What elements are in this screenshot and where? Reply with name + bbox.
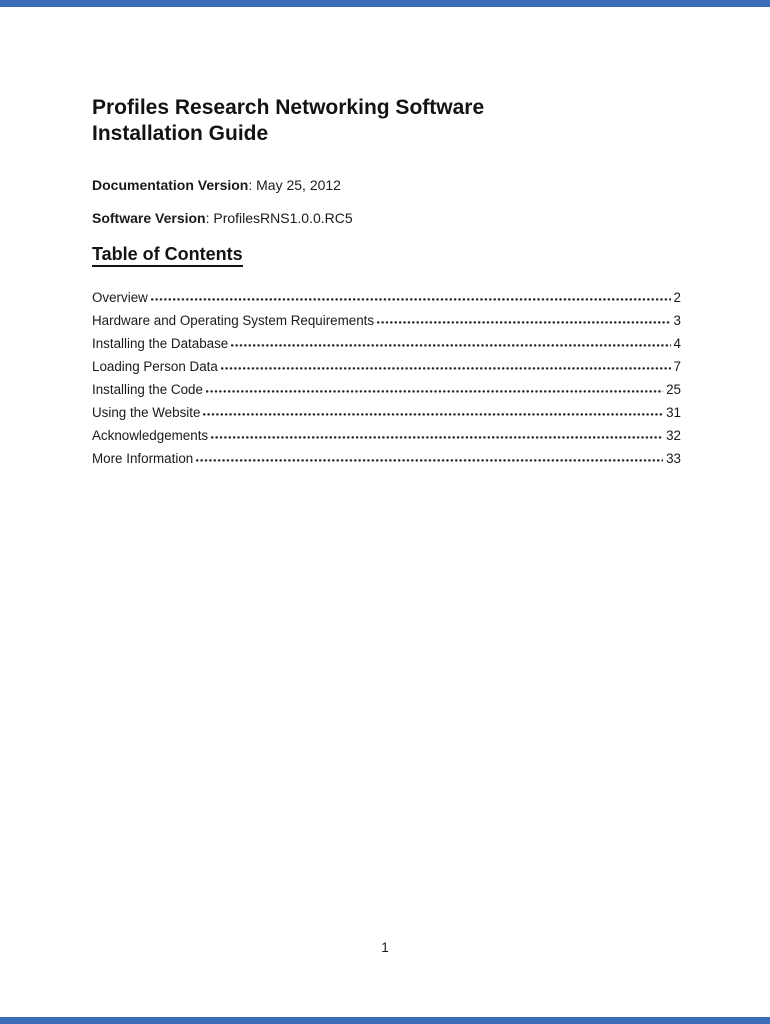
toc-entry-page: 7 [673, 359, 681, 374]
viewer-bottom-edge [0, 1017, 770, 1024]
dot-leader [231, 344, 671, 347]
toc-entry-page: 2 [673, 290, 681, 305]
toc-entry-label[interactable]: Using the Website [92, 405, 201, 420]
dot-leader [196, 459, 664, 462]
toc-entry-page: 33 [666, 451, 681, 466]
document-title: Profiles Research Networking Software In… [92, 95, 682, 147]
toc-entry-label[interactable]: More Information [92, 451, 194, 466]
toc-heading-text: Table of Contents [92, 244, 243, 267]
footer-page-number: 1 [381, 940, 389, 955]
toc-entry-hardware-requirements[interactable]: Hardware and Operating System Requiremen… [92, 306, 681, 329]
toc-entry-overview[interactable]: Overview 2 [92, 283, 681, 306]
dot-leader [203, 413, 664, 416]
toc-entry-more-information[interactable]: More Information 33 [92, 444, 681, 467]
documentation-version-line: Documentation Version: May 25, 2012 [92, 177, 341, 194]
document-title-line1: Profiles Research Networking Software [92, 96, 485, 119]
documentation-version-label: Documentation Version [92, 177, 249, 193]
toc-entry-label[interactable]: Hardware and Operating System Requiremen… [92, 313, 375, 328]
toc-entry-page: 31 [666, 405, 681, 420]
toc-entry-page: 32 [666, 428, 681, 443]
toc-entry-page: 4 [673, 336, 681, 351]
toc-entry-page: 25 [666, 382, 681, 397]
dot-leader [205, 390, 664, 393]
toc-entry-installing-code[interactable]: Installing the Code 25 [92, 375, 681, 398]
toc-entry-label[interactable]: Acknowledgements [92, 428, 209, 443]
software-version-label: Software Version [92, 210, 206, 226]
toc-entry-installing-database[interactable]: Installing the Database 4 [92, 329, 681, 352]
toc-heading: Table of Contents [92, 244, 243, 267]
dot-leader [220, 367, 671, 370]
viewer-top-edge [0, 0, 770, 7]
dot-leader [211, 436, 664, 439]
toc-entry-label[interactable]: Loading Person Data [92, 359, 218, 374]
toc-entry-using-website[interactable]: Using the Website 31 [92, 398, 681, 421]
toc-entry-loading-person-data[interactable]: Loading Person Data 7 [92, 352, 681, 375]
software-version-line: Software Version: ProfilesRNS1.0.0.RC5 [92, 210, 353, 227]
toc-list: Overview 2 Hardware and Operating System… [92, 283, 681, 467]
toc-entry-label[interactable]: Installing the Code [92, 382, 203, 397]
toc-entry-label[interactable]: Overview [92, 290, 148, 305]
software-version-value: : ProfilesRNS1.0.0.RC5 [205, 210, 353, 226]
toc-entry-label[interactable]: Installing the Database [92, 336, 229, 351]
dot-leader [377, 321, 671, 324]
toc-entry-acknowledgements[interactable]: Acknowledgements 32 [92, 421, 681, 444]
documentation-version-value: : May 25, 2012 [248, 177, 341, 193]
document-title-line2: Installation Guide [92, 122, 269, 145]
toc-entry-page: 3 [673, 313, 681, 328]
dot-leader [150, 298, 671, 301]
